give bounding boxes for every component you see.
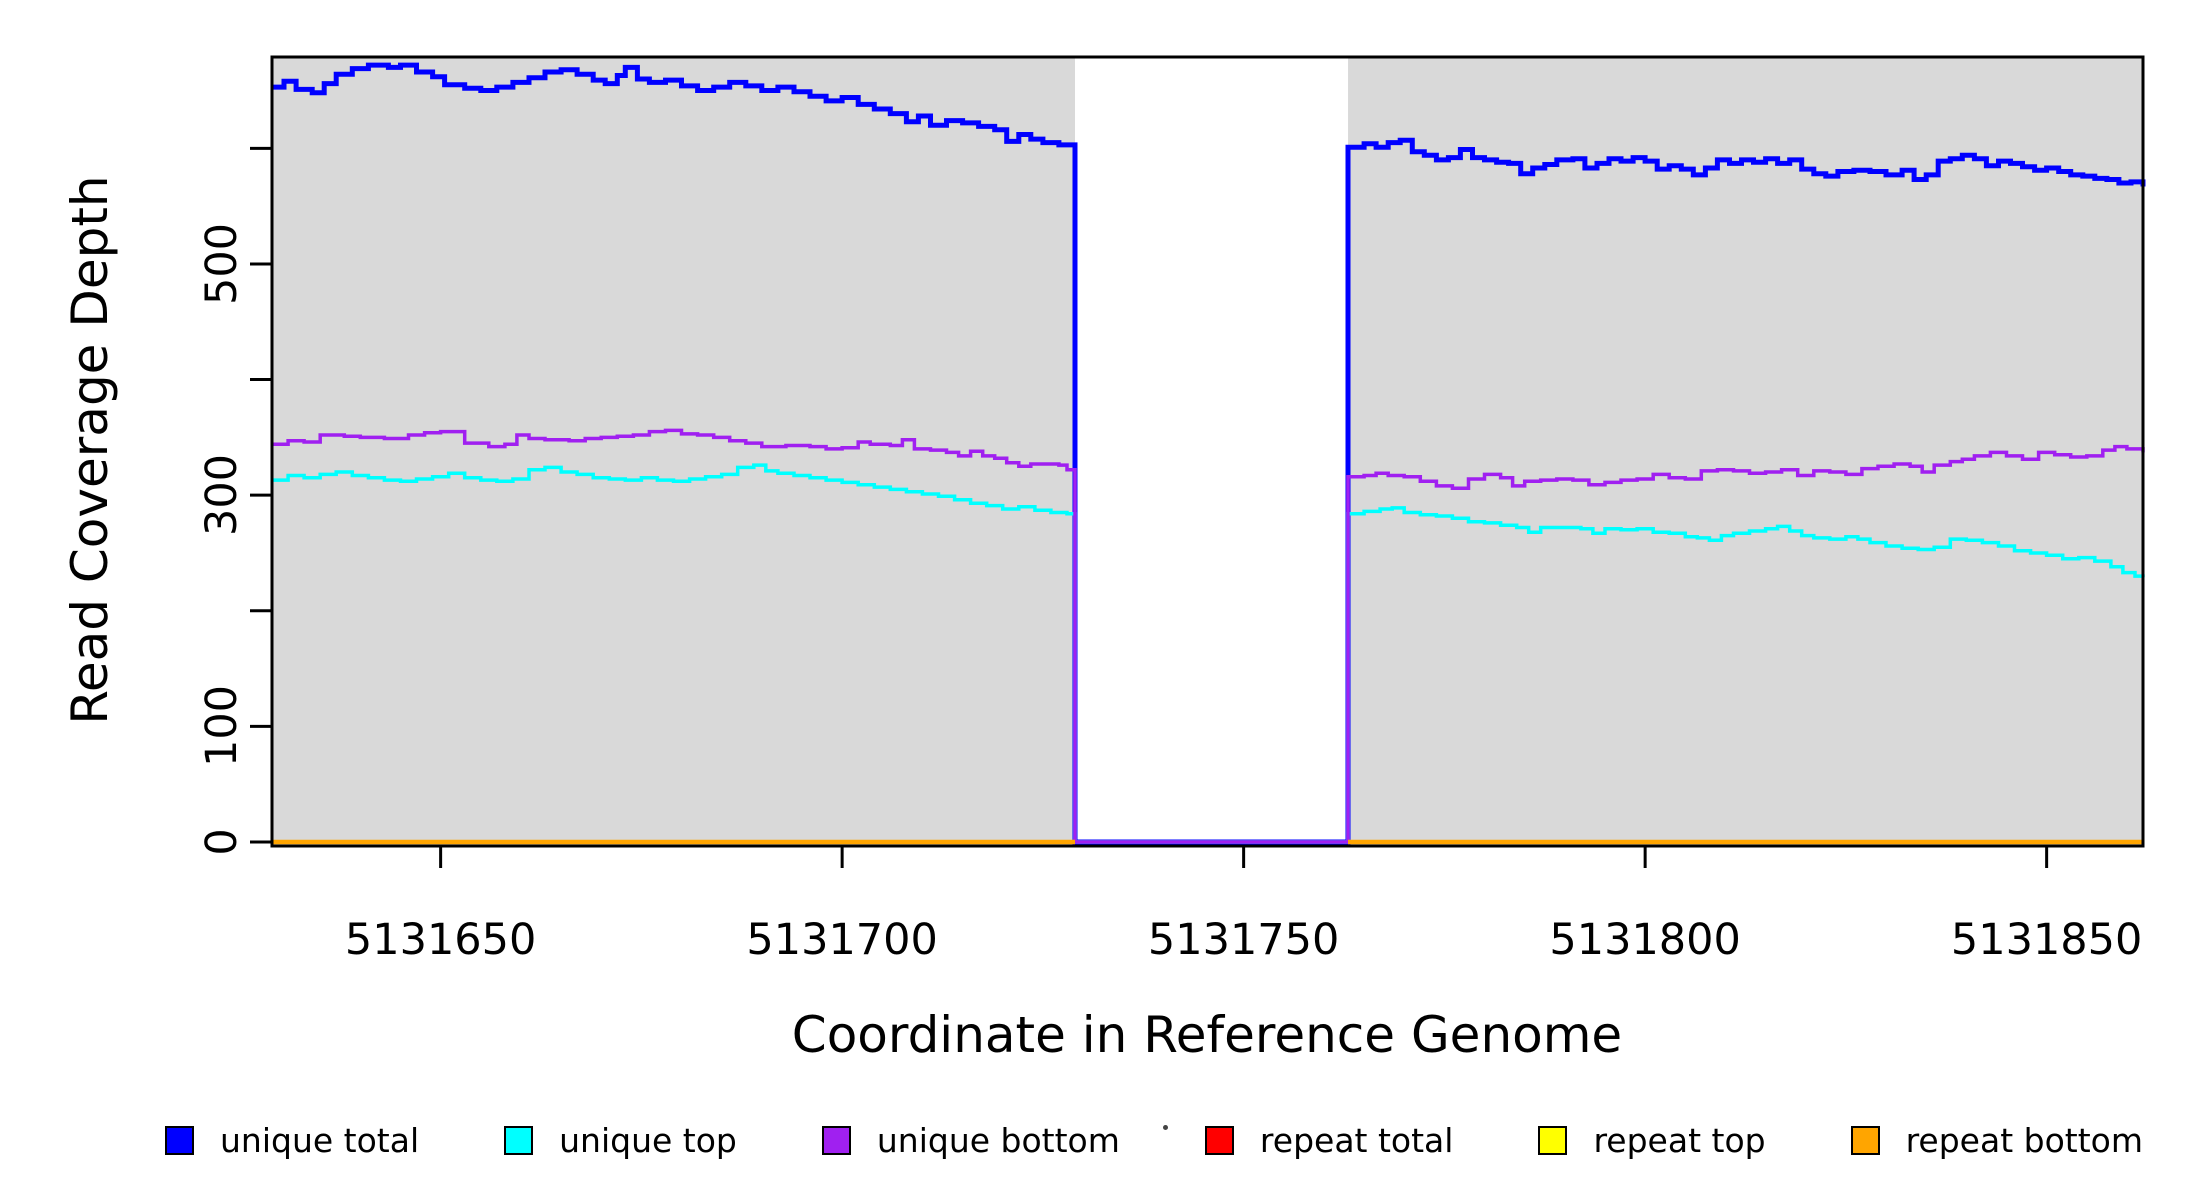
x-axis-title: Coordinate in Reference Genome xyxy=(791,1006,1623,1064)
stray-dot xyxy=(1163,1125,1168,1130)
legend-item-unique-bottom: unique bottom xyxy=(821,1120,1120,1160)
legend-item-repeat-top: repeat top xyxy=(1538,1120,1766,1160)
legend-label: repeat total xyxy=(1259,1120,1454,1160)
y-tick-label: 500 xyxy=(197,222,247,305)
legend-item-unique-total: unique total xyxy=(165,1121,419,1160)
legend-label: repeat bottom xyxy=(1905,1120,2143,1160)
unique-total-swatch-icon xyxy=(165,1125,194,1155)
series-unique-total xyxy=(272,62,2146,845)
legend-label: unique top xyxy=(559,1120,737,1160)
legend-item-repeat-bottom: repeat bottom xyxy=(1850,1120,2143,1160)
legend-item-unique-top: unique top xyxy=(504,1121,737,1160)
legend: unique total unique top unique bottom re… xyxy=(165,1116,2143,1164)
x-tick-label: 5131700 xyxy=(746,915,938,965)
series-unique-bottom xyxy=(272,428,2145,844)
x-tick-label: 5131850 xyxy=(1950,915,2143,965)
repeat-total-swatch-icon xyxy=(1204,1125,1234,1155)
plot-border xyxy=(270,55,2145,848)
x-tick-label: 5131650 xyxy=(344,915,537,965)
unique-bottom-swatch-icon xyxy=(821,1125,851,1155)
y-tick-label: 100 xyxy=(197,685,247,768)
unique-top-swatch-icon xyxy=(504,1125,534,1155)
repeat-bottom-swatch-icon xyxy=(1850,1125,1880,1155)
y-axis-title: Read Coverage Depth xyxy=(61,175,119,725)
repeat-top-swatch-icon xyxy=(1538,1125,1568,1155)
legend-label: repeat top xyxy=(1593,1120,1766,1160)
plot-background-panel xyxy=(1348,57,2143,846)
legend-label: unique total xyxy=(220,1120,420,1160)
series-unique-top xyxy=(272,463,2145,844)
y-tick-label: 0 xyxy=(197,828,247,856)
legend-label: unique bottom xyxy=(876,1120,1120,1160)
legend-item-repeat-total: repeat total xyxy=(1204,1120,1454,1160)
x-tick-label: 5131800 xyxy=(1549,915,1741,965)
y-tick-label: 300 xyxy=(197,454,247,537)
x-tick-label: 5131750 xyxy=(1147,915,1340,965)
